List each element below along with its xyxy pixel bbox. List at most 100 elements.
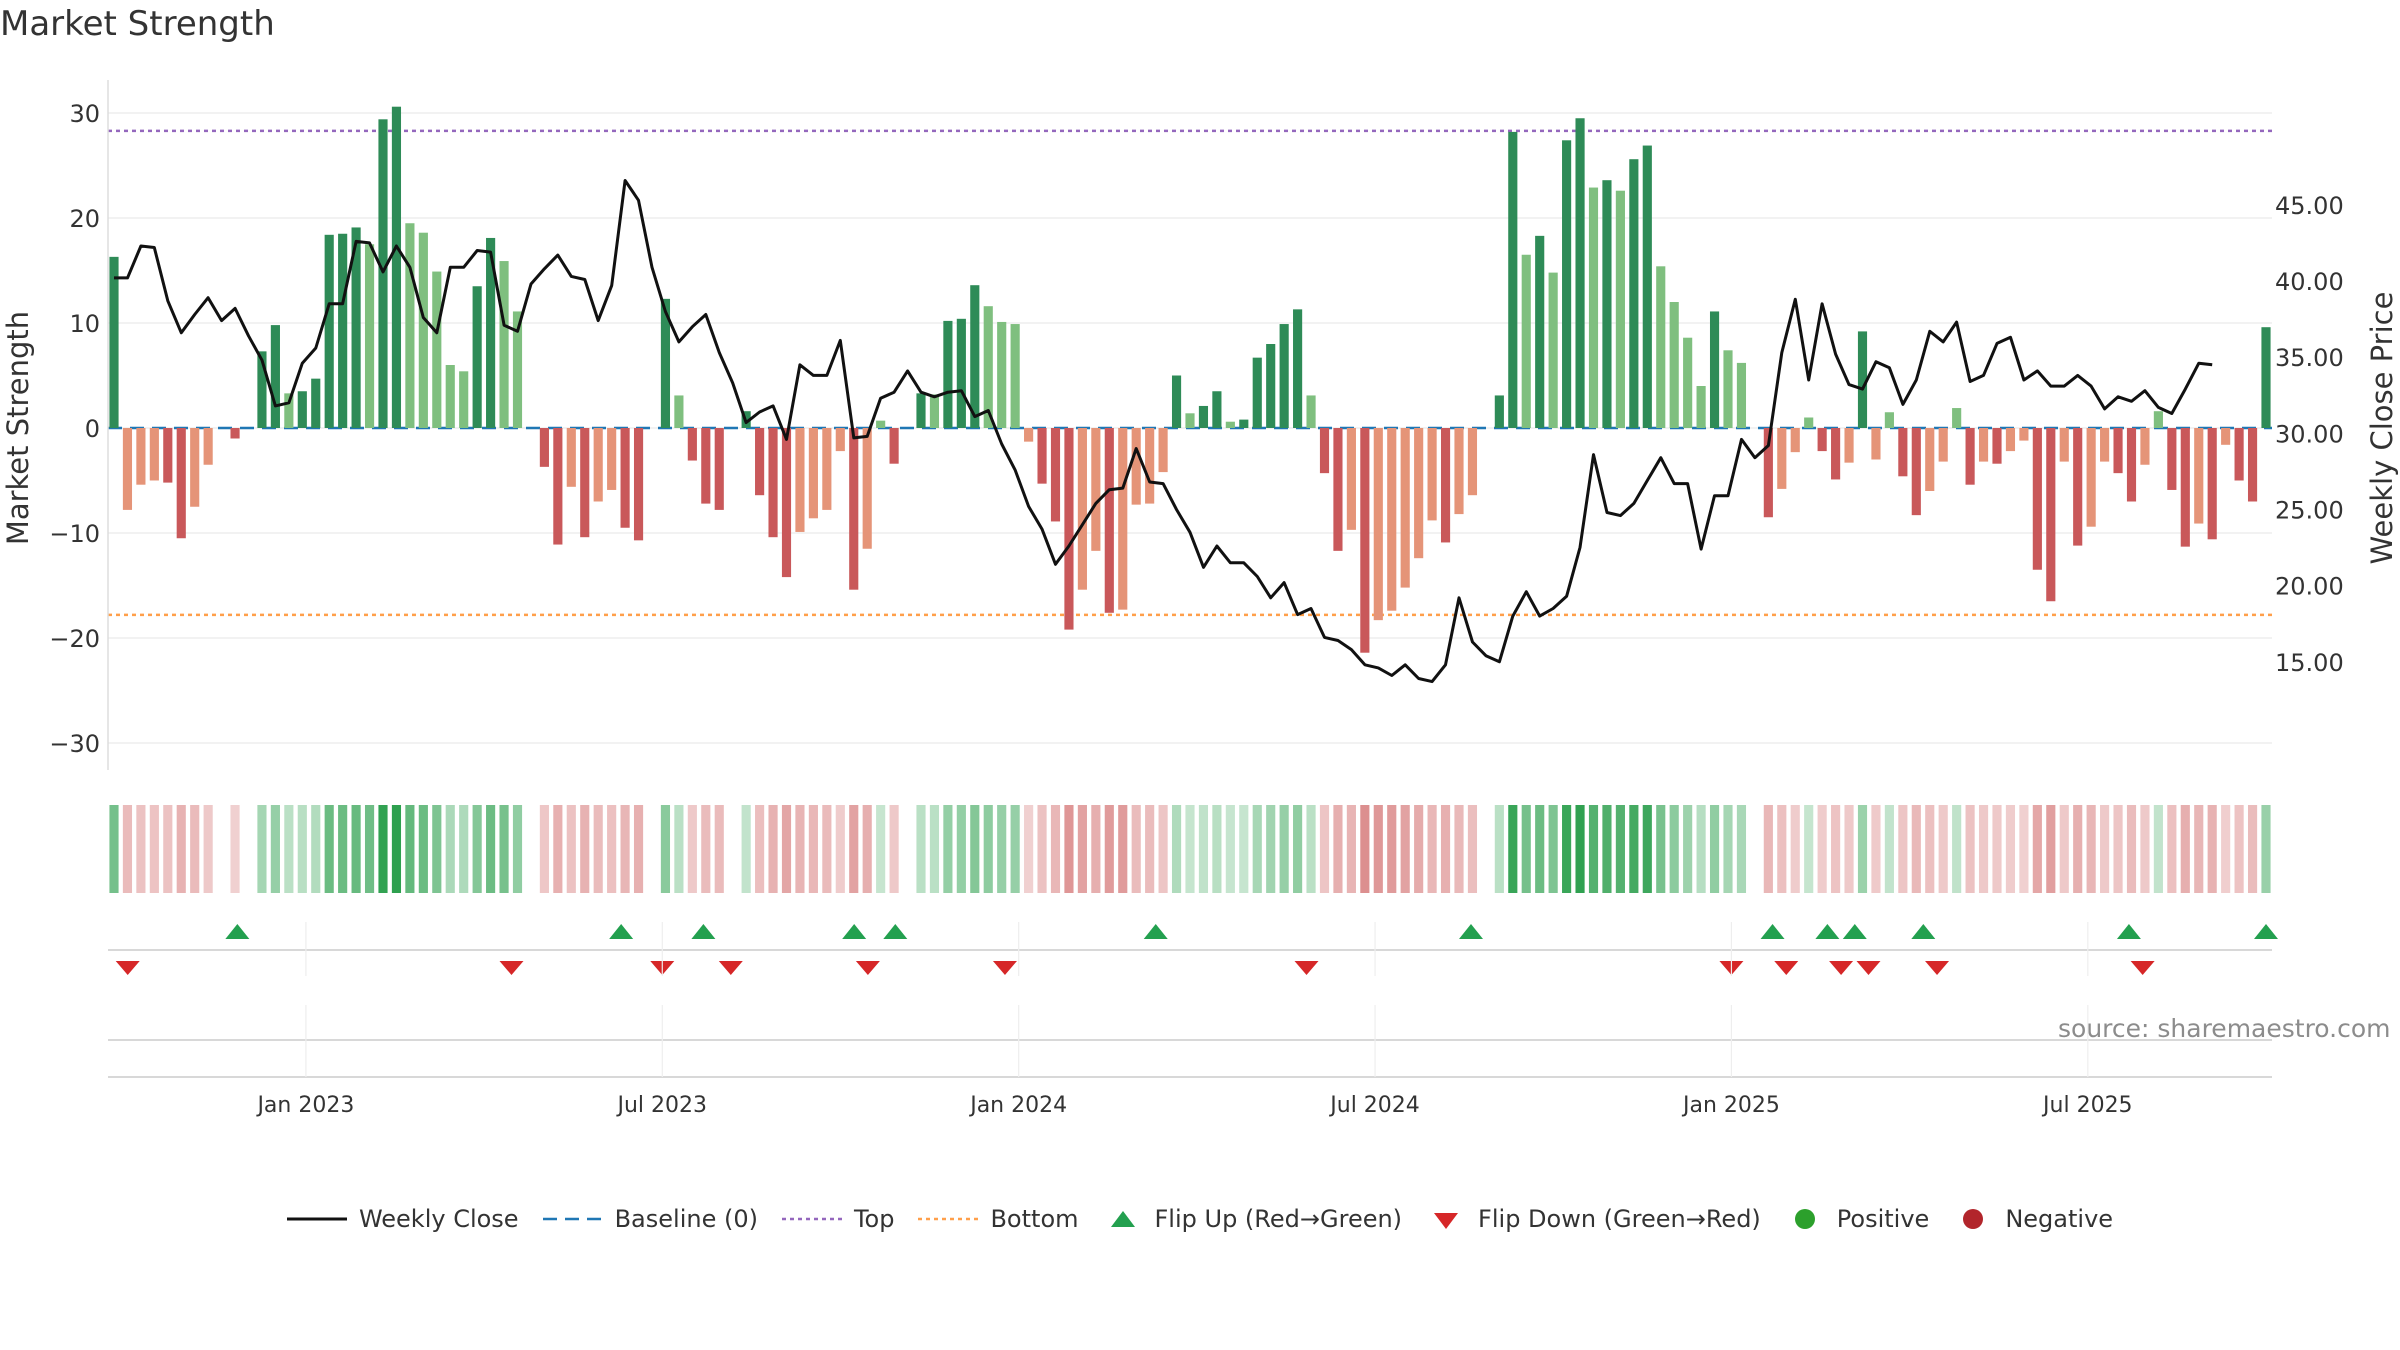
legend-positive-label: Positive [1836, 1205, 1930, 1233]
strength-bar [1024, 428, 1034, 442]
strength-bar [2180, 428, 2190, 547]
x-axis: Jan 2023 Jul 2023 Jan 2024 Jul 2024 Jan 2025… [108, 922, 2272, 1118]
strength-bar [459, 371, 469, 428]
strength-bar [2113, 428, 2123, 474]
strip-cell [2234, 805, 2244, 893]
strength-bar [378, 119, 388, 429]
flip-down-marker [499, 961, 524, 975]
strip-cell [364, 805, 375, 893]
strip-cell [1279, 805, 1289, 893]
strength-bar [351, 227, 361, 428]
strength-bar [297, 391, 307, 428]
strength-bar [808, 428, 818, 519]
strength-bar [1454, 428, 1464, 515]
strength-bar [338, 233, 348, 428]
strip-cell [1050, 805, 1061, 893]
flip-down-marker [1829, 961, 1854, 975]
strength-bar [956, 318, 966, 428]
strength-bar [970, 285, 980, 428]
strip-cell [1938, 805, 1948, 893]
strip-cell [1548, 805, 1558, 893]
strip-cell [1602, 805, 1612, 893]
x-tick-label: Jul 2025 [2041, 1093, 2133, 1118]
y-tick-left: 10 [69, 310, 100, 338]
strip-cell [257, 805, 267, 893]
strip-cell [755, 805, 765, 893]
strength-bar [1992, 428, 2002, 464]
y-tick-left: −10 [49, 520, 100, 548]
strength-bar [2073, 428, 2083, 546]
strength-bar [1804, 417, 1814, 428]
strip-cell [1804, 805, 1814, 893]
strip-cell [1225, 805, 1235, 893]
strip-cell [1777, 805, 1787, 893]
strip-cell [781, 805, 792, 893]
strength-bar [566, 428, 576, 487]
strip-cell [1252, 805, 1262, 893]
strip-cell [1373, 805, 1383, 893]
legend-top-label: Top [853, 1205, 895, 1233]
y-tick-left: 30 [69, 100, 100, 128]
flip-up-marker [2254, 924, 2278, 939]
strip-cell [1387, 805, 1397, 893]
strength-bar [768, 428, 778, 538]
strength-bar [983, 306, 993, 428]
strength-bar [2167, 428, 2177, 490]
strip-cell [1736, 805, 1747, 893]
strip-cell [391, 805, 402, 893]
strip-cell [835, 805, 845, 893]
strip-cell [633, 805, 644, 893]
strength-bar [1884, 412, 1894, 428]
strength-bar [405, 223, 415, 428]
strength-bar [2005, 428, 2016, 452]
strength-bar [149, 428, 159, 481]
strength-bar [2059, 428, 2069, 462]
strip-cell [203, 805, 213, 893]
strength-bar [1131, 428, 1141, 505]
strip-cell [2153, 805, 2163, 893]
strength-bar [1696, 386, 1706, 428]
strip-cell [1575, 805, 1585, 893]
strip-cell [1427, 805, 1437, 893]
strip-cell [822, 805, 832, 893]
strength-bar [122, 428, 133, 510]
strength-bar [1535, 235, 1545, 428]
flip-up-marker [1458, 924, 1483, 939]
strength-bar [1588, 187, 1599, 428]
strip-cell [1562, 805, 1572, 893]
strip-cell [163, 805, 173, 893]
strip-cell [916, 805, 926, 893]
strength-bar [1239, 419, 1249, 428]
strength-bar [512, 311, 523, 428]
strength-bar [2100, 428, 2110, 462]
strip-cell [620, 805, 630, 893]
strip-cell [2086, 805, 2096, 893]
flip-down-marker [2130, 961, 2155, 975]
strip-cell [714, 805, 724, 893]
strip-cell [1346, 805, 1356, 893]
strength-bar [2221, 428, 2231, 445]
y-tick-left: 20 [69, 205, 100, 233]
x-tick-label: Jan 2025 [1681, 1093, 1780, 1118]
strip-cell [768, 805, 778, 893]
strength-bar [674, 395, 684, 428]
strip-cell [284, 805, 294, 893]
strength-bar [257, 351, 267, 428]
strip-cell [1521, 805, 1531, 893]
strength-bar [284, 393, 294, 428]
strength-bar [1064, 428, 1074, 630]
strength-bar [2046, 428, 2056, 602]
strength-bar [714, 428, 724, 510]
flip-down-marker [1856, 961, 1881, 975]
strip-cell [2261, 805, 2271, 893]
strength-bar [849, 428, 859, 590]
flip-down-marker [1294, 961, 1319, 975]
strip-cell [338, 805, 348, 893]
strip-cell [1185, 805, 1195, 893]
strip-cell [512, 805, 523, 893]
strength-bar [2234, 428, 2244, 481]
strength-bar [1952, 408, 1962, 428]
strength-bar [2261, 327, 2271, 428]
strength-bar [1467, 428, 1478, 496]
